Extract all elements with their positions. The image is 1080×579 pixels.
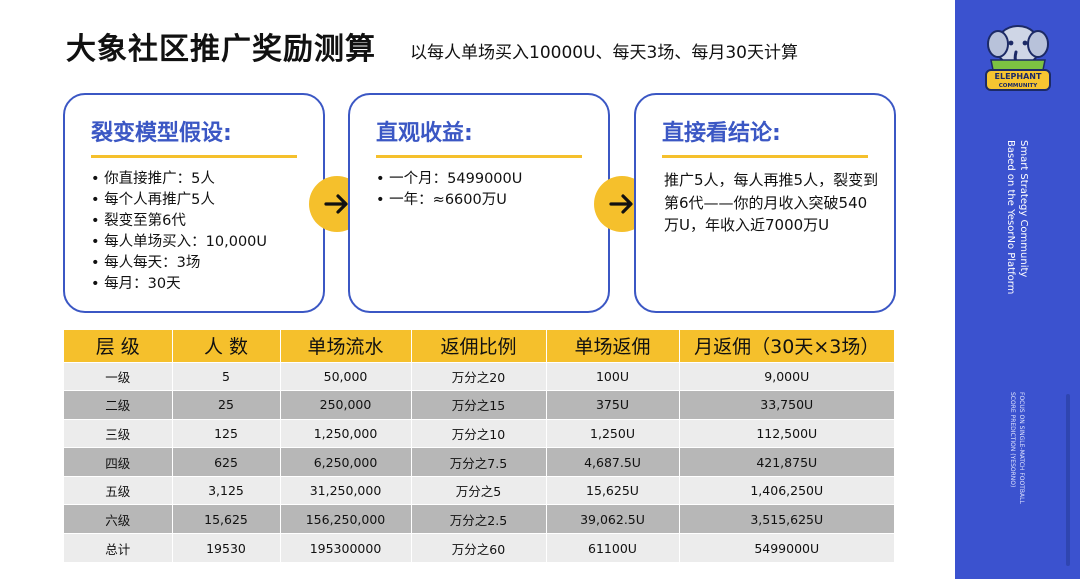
table-cell: 50,000 — [280, 361, 412, 391]
table-row: 六级 15,625 156,250,000 万分之2.5 39,062.5U 3… — [64, 504, 894, 534]
column-header: 单场流水 — [280, 330, 412, 362]
table-cell: 156,250,000 — [280, 504, 412, 534]
conclusion-card-title: 直接看结论: — [662, 121, 781, 146]
table-cell: 625 — [172, 447, 281, 477]
table-cell: 三级 — [64, 418, 173, 448]
table-cell: 二级 — [64, 390, 173, 420]
card-title-underline — [376, 155, 582, 158]
table-total-row: 总计 19530 195300000 万分之60 61100U 5499000U — [64, 533, 894, 563]
assumptions-card: 裂变模型假设: 你直接推广：5人 每个人再推广5人 裂变至第6代 每人单场买入：… — [63, 93, 325, 313]
brand-sidebar: ELEPHANT COMMUNITY — [955, 0, 1080, 579]
table-cell: 195300000 — [280, 533, 412, 563]
assumptions-list: 你直接推广：5人 每个人再推广5人 裂变至第6代 每人单场买入：10,000U … — [91, 169, 267, 295]
list-item: 每人每天：3场 — [91, 253, 267, 274]
table-cell: 61100U — [546, 533, 680, 563]
column-header: 人 数 — [172, 330, 281, 362]
table-cell: 万分之60 — [411, 533, 547, 563]
table-cell: 15,625 — [172, 504, 281, 534]
table-cell: 万分之7.5 — [411, 447, 547, 477]
table-cell: 万分之20 — [411, 361, 547, 391]
conclusion-card: 直接看结论: 推广5人，每人再推5人，裂变到第6代——你的月收入突破540万U，… — [634, 93, 896, 313]
table-row: 二级 25 250,000 万分之15 375U 33,750U — [64, 390, 894, 420]
column-header: 返佣比例 — [411, 330, 547, 362]
table-cell: 9,000U — [679, 361, 894, 391]
table-cell: 375U — [546, 390, 680, 420]
table-cell: 六级 — [64, 504, 173, 534]
table-row: 四级 625 6,250,000 万分之7.5 4,687.5U 421,875… — [64, 447, 894, 477]
table-cell: 25 — [172, 390, 281, 420]
assumptions-card-title: 裂变模型假设: — [91, 121, 232, 146]
table-cell: 250,000 — [280, 390, 412, 420]
table-cell: 四级 — [64, 447, 173, 477]
table-cell: 万分之2.5 — [411, 504, 547, 534]
page-subtitle: 以每人单场买入10000U、每天3场、每月30天计算 — [410, 43, 798, 63]
earnings-card-title: 直观收益: — [376, 121, 473, 146]
table-cell: 万分之15 — [411, 390, 547, 420]
column-header: 层 级 — [64, 330, 173, 362]
table-cell: 39,062.5U — [546, 504, 680, 534]
logo-text-line2: COMMUNITY — [999, 83, 1039, 89]
column-header: 月返佣（30天×3场） — [679, 330, 894, 362]
column-header: 单场返佣 — [546, 330, 680, 362]
logo-text-line1: ELEPHANT — [995, 72, 1042, 81]
table-cell: 五级 — [64, 475, 173, 505]
sidebar-accent-bar — [1066, 394, 1070, 566]
table-cell: 1,406,250U — [679, 475, 894, 505]
card-title-underline — [662, 155, 868, 158]
table-cell: 125 — [172, 418, 281, 448]
card-title-underline — [91, 155, 297, 158]
table-cell: 1,250,000 — [280, 418, 412, 448]
earnings-list: 一个月：5499000U 一年：≈6600万U — [376, 169, 522, 211]
table-cell: 一级 — [64, 361, 173, 391]
table-cell: 1,250U — [546, 418, 680, 448]
elephant-community-logo: ELEPHANT COMMUNITY — [985, 25, 1051, 91]
table-cell: 5499000U — [679, 533, 894, 563]
conclusion-text: 推广5人，每人再推5人，裂变到第6代——你的月收入突破540万U，年收入近700… — [664, 171, 879, 234]
table-cell: 3,125 — [172, 475, 281, 505]
list-item: 一年：≈6600万U — [376, 190, 522, 211]
sidebar-focus-note: FOCUS ON SINGLE-MATCH FOOTBALL SCORE PRE… — [1009, 392, 1025, 504]
table-cell: 31,250,000 — [280, 475, 412, 505]
table-cell: 4,687.5U — [546, 447, 680, 477]
table-row: 五级 3,125 31,250,000 万分之5 15,625U 1,406,2… — [64, 475, 894, 505]
table-cell: 总计 — [64, 533, 173, 563]
sidebar-tagline: Smart Strategy Community Based on the Ye… — [1005, 140, 1029, 295]
table-cell: 15,625U — [546, 475, 680, 505]
rewards-table: 层 级 人 数 单场流水 返佣比例 单场返佣 月返佣（30天×3场） 一级 5 … — [64, 330, 894, 563]
list-item: 每个人再推广5人 — [91, 190, 267, 211]
table-cell: 112,500U — [679, 418, 894, 448]
table-row: 一级 5 50,000 万分之20 100U 9,000U — [64, 361, 894, 391]
table-cell: 万分之10 — [411, 418, 547, 448]
table-row: 三级 125 1,250,000 万分之10 1,250U 112,500U — [64, 418, 894, 448]
list-item: 一个月：5499000U — [376, 169, 522, 190]
table-cell: 100U — [546, 361, 680, 391]
table-header-row: 层 级 人 数 单场流水 返佣比例 单场返佣 月返佣（30天×3场） — [64, 330, 894, 362]
table-cell: 5 — [172, 361, 281, 391]
list-item: 每人单场买入：10,000U — [91, 232, 267, 253]
list-item: 每月：30天 — [91, 274, 267, 295]
table-cell: 421,875U — [679, 447, 894, 477]
list-item: 你直接推广：5人 — [91, 169, 267, 190]
table-cell: 33,750U — [679, 390, 894, 420]
earnings-card: 直观收益: 一个月：5499000U 一年：≈6600万U — [348, 93, 610, 313]
table-cell: 6,250,000 — [280, 447, 412, 477]
table-cell: 3,515,625U — [679, 504, 894, 534]
table-cell: 万分之5 — [411, 475, 547, 505]
list-item: 裂变至第6代 — [91, 211, 267, 232]
page-title: 大象社区推广奖励测算 — [66, 32, 376, 67]
table-cell: 19530 — [172, 533, 281, 563]
